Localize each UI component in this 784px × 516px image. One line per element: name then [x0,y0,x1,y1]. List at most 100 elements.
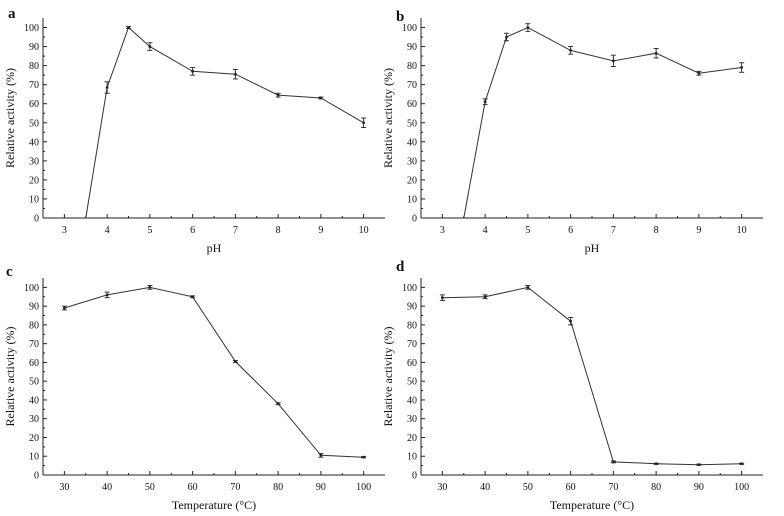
x-tick-label: 50 [145,482,155,493]
y-tick-label: 90 [407,302,417,313]
data-point [697,463,701,467]
y-tick-label: 50 [29,377,39,388]
data-point [483,295,487,299]
data-point [62,306,66,310]
data-point [148,45,152,48]
y-tick-label: 20 [407,175,417,186]
x-tick-label: 3 [62,225,67,236]
y-tick-label: 0 [34,471,39,482]
series-line [85,26,364,219]
x-tick-label: 60 [188,482,198,493]
chart-panel-a: a 0 10 20 30 40 50 60 70 80 90 100 3 4 5 6 7 8 9 10 pH Relati… [3,6,385,255]
data-point [526,26,530,29]
y-axis-label: Relative activity (%) [3,327,17,427]
y-tick-label: 90 [29,42,39,53]
data-point [105,86,109,89]
x-tick-label: 70 [230,482,240,493]
x-tick-label: 4 [483,225,488,236]
data-point [611,59,615,63]
x-tick-label: 70 [608,482,618,493]
y-tick-label: 30 [29,414,39,425]
y-tick-label: 70 [407,80,417,91]
data-point [697,71,701,75]
y-tick-label: 0 [412,214,417,225]
x-axis-label: pH [585,241,600,255]
x-tick-label: 6 [190,225,195,236]
data-point [319,96,323,100]
x-tick-label: 3 [440,225,445,236]
data-point [276,402,280,406]
x-tick-label: 8 [654,225,659,236]
panel-letter: a [8,6,16,22]
y-tick-label: 60 [29,358,39,369]
y-tick-label: 60 [29,99,39,110]
data-point [148,285,152,289]
data-point [191,69,195,73]
x-tick-label: 10 [737,225,747,236]
y-tick-label: 30 [407,156,417,167]
x-tick-label: 90 [316,482,326,493]
data-point [740,462,744,466]
panel-letter: b [396,9,404,25]
y-tick-label: 80 [407,61,417,72]
data-point [440,296,444,300]
y-tick-label: 60 [407,358,417,369]
x-tick-label: 80 [273,482,283,493]
data-point [362,121,366,125]
y-axis-label: Relative activity (%) [381,68,395,168]
x-axis-label: Temperature (°C) [550,498,634,512]
y-tick-label: 0 [34,214,39,225]
y-tick-label: 50 [29,118,39,129]
x-tick-label: 4 [105,225,110,236]
y-tick-label: 10 [29,452,39,463]
y-tick-label: 20 [407,433,417,444]
y-tick-label: 80 [407,320,417,331]
data-point [483,100,487,104]
y-tick-label: 40 [29,395,39,406]
y-axis-label: Relative activity (%) [381,327,395,427]
y-tick-label: 80 [29,320,39,331]
x-tick-label: 60 [566,482,576,493]
series-line [64,286,364,458]
data-point [654,462,658,466]
x-tick-label: 7 [611,225,616,236]
y-tick-label: 100 [402,283,417,294]
x-tick-label: 100 [734,482,749,493]
y-tick-label: 20 [29,175,39,186]
y-tick-label: 50 [407,118,417,129]
y-tick-label: 80 [29,61,39,72]
x-tick-label: 80 [651,482,661,493]
data-point [505,35,508,39]
data-point [654,51,658,55]
y-tick-label: 100 [24,23,39,34]
x-tick-label: 100 [356,482,371,493]
y-tick-label: 30 [407,414,417,425]
y-tick-label: 50 [407,377,417,388]
panel-letter: d [396,259,405,275]
y-tick-label: 60 [407,99,417,110]
data-point [127,26,130,29]
y-tick-label: 100 [402,23,417,34]
x-tick-label: 90 [694,482,704,493]
x-tick-label: 9 [696,225,701,236]
y-tick-label: 10 [29,194,39,205]
x-tick-label: 10 [359,225,369,236]
x-tick-label: 6 [568,225,573,236]
series-line [442,286,742,466]
data-point [362,455,366,459]
x-tick-label: 30 [59,482,69,493]
data-point [276,93,280,97]
x-tick-label: 40 [480,482,490,493]
data-point [569,319,573,323]
chart-panel-d: d 0 10 20 30 40 50 60 70 80 90 100 30 40 50 60 70 80 90 100… [381,259,763,512]
chart-panel-c: c 0 10 20 30 40 50 60 70 80 90 100 30 40 50 60 70 80 90 100… [3,264,385,512]
y-tick-label: 20 [29,433,39,444]
x-tick-label: 50 [523,482,533,493]
y-tick-label: 100 [24,283,39,294]
data-point [526,285,530,289]
data-point [233,360,237,363]
x-tick-label: 40 [102,482,112,493]
data-point [319,453,323,457]
y-tick-label: 70 [407,339,417,350]
